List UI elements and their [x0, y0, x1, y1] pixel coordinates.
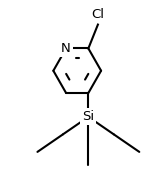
- Text: Cl: Cl: [91, 8, 104, 21]
- Text: Si: Si: [82, 110, 94, 123]
- Text: N: N: [61, 42, 71, 55]
